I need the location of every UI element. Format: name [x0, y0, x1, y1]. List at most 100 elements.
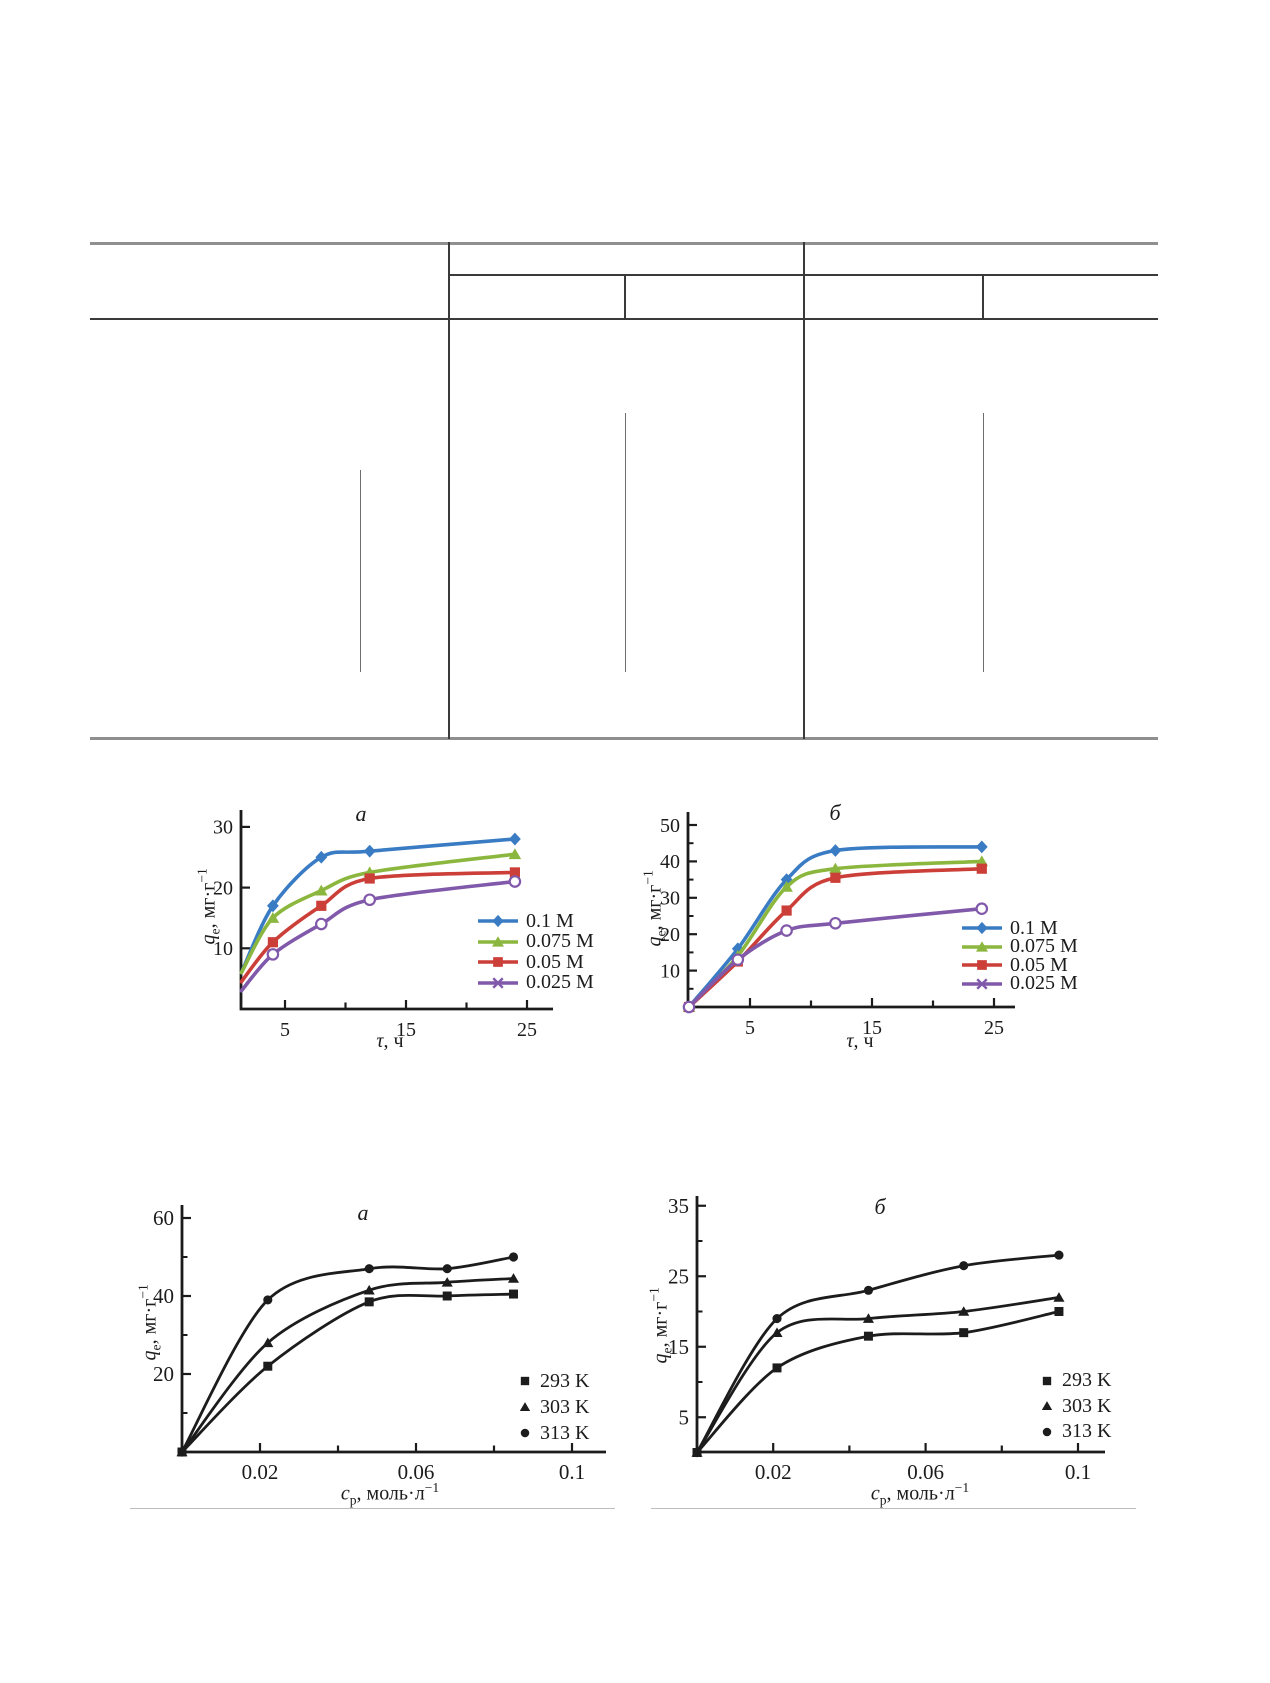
legend-label: 0.025 M [526, 971, 594, 994]
figure2-chart-a: 20 40 60 0.02 0.06 0.1 [153, 1205, 606, 1484]
figure2-chart-a-ylabel: qe, мг·г−1 [136, 1227, 165, 1417]
figure1-chart-b-xlabel: τ, ч [846, 1030, 873, 1056]
figure2-chart-b-legend: 293 K 303 K 313 K [1039, 1368, 1111, 1445]
triangle-marker [829, 862, 842, 874]
xlabel-subscript: p [879, 1492, 887, 1508]
y-tick-label: 10 [660, 960, 680, 982]
triangle-legend-glyph [519, 1402, 531, 1412]
ylabel-exponent: −1 [135, 1284, 151, 1299]
ylabel-units: , мг·г [197, 882, 220, 929]
figure2-right-bottom-rule [651, 1508, 1136, 1509]
series-line-303 K [180, 1277, 515, 1454]
x-tick-label: 25 [984, 1017, 1004, 1039]
circle-open-marker [363, 893, 376, 907]
legend-item-0.1 M: 0.1 M [477, 910, 594, 932]
table-border-top [90, 242, 1158, 245]
table-column-line-2 [803, 242, 805, 739]
square-legend-glyph [1042, 1376, 1052, 1385]
square-marker [772, 1363, 782, 1373]
circle-marker [1054, 1250, 1064, 1260]
triangle-legend-glyph [962, 941, 1002, 952]
series-line-0.05 M [687, 866, 984, 1009]
x-tick-label: 25 [517, 1019, 537, 1041]
xlabel-symbol: τ [376, 1030, 384, 1052]
legend-item-0.1 M: 0.1 M [961, 916, 1078, 939]
series-line-0.05 M [239, 870, 517, 984]
ylabel-exponent: −1 [640, 870, 656, 885]
legend-label: 0.1 M [1010, 916, 1058, 939]
y-tick-label: 60 [153, 1206, 174, 1230]
y-tick-label: 30 [213, 817, 233, 839]
ylabel-exponent: −1 [646, 1287, 662, 1302]
ylabel-units: , мг·г [138, 1298, 161, 1345]
legend-item-313 K: 313 K [517, 1420, 589, 1446]
square-legend-glyph [962, 960, 1002, 971]
y-tick-label: 5 [679, 1405, 690, 1429]
series-line-0.075 M [687, 859, 984, 1009]
triangle-marker [771, 1327, 783, 1337]
triangle-marker [1053, 1292, 1065, 1302]
xlabel-exponent: −1 [954, 1480, 970, 1495]
triangle-marker [441, 1277, 453, 1287]
triangle-legend-glyph [478, 936, 518, 947]
x-marker [492, 977, 504, 989]
square-marker [1054, 1307, 1064, 1316]
ylabel-symbol: q [138, 1350, 161, 1361]
x-legend-glyph [962, 978, 1002, 990]
square-legend-glyph [520, 1376, 530, 1386]
diamond-marker [315, 850, 328, 864]
y-tick-label: 20 [660, 924, 680, 946]
table-border-bottom [90, 737, 1158, 740]
triangle-marker [862, 1313, 874, 1323]
axes [239, 810, 553, 1011]
circle-marker [177, 1447, 187, 1457]
square-marker [977, 960, 987, 971]
x-tick-label: 5 [745, 1017, 755, 1039]
ylabel-units: , мг·г [643, 884, 666, 931]
figure2-chart-a-xlabel: cp, моль·л−1 [341, 1480, 439, 1509]
series-line-313 K [695, 1253, 1061, 1454]
legend-label: 0.025 M [1010, 972, 1078, 995]
figure1-chart-a-legend: 0.1 M 0.075 M 0.05 M 0.025 M [477, 910, 594, 994]
xlabel-symbol: τ [846, 1030, 854, 1052]
y-tick-label: 15 [668, 1335, 689, 1359]
legend-label: 303 K [540, 1395, 590, 1418]
y-tick-label: 20 [213, 877, 233, 899]
circle-open-marker [682, 1000, 696, 1014]
circle-marker [508, 1252, 519, 1262]
x-tick-label: 0.1 [559, 1460, 585, 1484]
figure2-chart-b-title: б [874, 1194, 886, 1219]
x-tick-label: 15 [862, 1017, 882, 1039]
circle-marker [692, 1447, 702, 1458]
legend-item-0.025 M: 0.025 M [477, 971, 594, 994]
legend-label: 0.075 M [526, 930, 594, 953]
circle-legend-glyph [520, 1428, 530, 1438]
triangle-marker [519, 1402, 531, 1412]
triangle-marker [315, 884, 328, 896]
figure2-left-bottom-rule [130, 1508, 615, 1509]
figure1-chart-a: 10 20 30 5 15 25 [213, 810, 553, 1041]
xlabel-subscript: p [349, 1492, 357, 1508]
table-subcolumn-line-1-header [624, 274, 626, 320]
legend-label: 303 K [1062, 1394, 1112, 1417]
triangle-marker [1041, 1401, 1053, 1411]
figure1-chart-a-xlabel: τ, ч [376, 1030, 403, 1056]
legend-item-293 K: 293 K [1039, 1368, 1111, 1394]
ylabel-exponent: −1 [194, 868, 210, 883]
circle-marker [263, 1295, 273, 1305]
legend-item-0.025 M: 0.025 M [961, 972, 1078, 995]
diamond-legend-glyph [962, 922, 1002, 935]
triangle-marker [507, 1273, 520, 1283]
series-line-313 K [180, 1255, 515, 1454]
square-legend-glyph [478, 957, 518, 968]
square-marker [493, 957, 503, 968]
x-marker [976, 978, 988, 990]
triangle-marker [975, 855, 989, 867]
circle-open-marker [731, 953, 745, 966]
table-subcolumn-line-1-body [625, 413, 626, 672]
ylabel-symbol: q [197, 934, 220, 945]
ylabel-subscript: e [653, 930, 669, 937]
square-marker [976, 863, 987, 874]
ylabel-subscript: e [207, 928, 223, 935]
